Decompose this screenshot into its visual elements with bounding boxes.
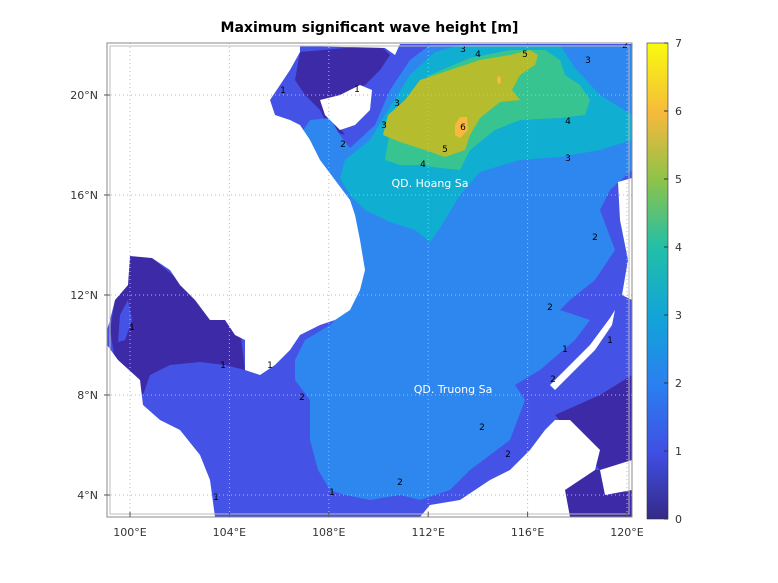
contour-label: 1 xyxy=(267,361,273,371)
annotation-hoang-sa: QD. Hoang Sa xyxy=(391,177,468,190)
contour-6-7 xyxy=(455,117,468,138)
contour-label: 1 xyxy=(607,336,613,346)
x-tick-label: 112°E xyxy=(411,526,444,539)
x-tick-label: 100°E xyxy=(113,526,146,539)
contour-label: 3 xyxy=(565,154,571,164)
contour-label: 3 xyxy=(585,56,591,66)
colorbar xyxy=(646,42,669,520)
land-mainland xyxy=(107,43,365,375)
y-tick-label: 16°N xyxy=(70,189,98,202)
colorbar-tick-label: 0 xyxy=(675,513,682,526)
colorbar-tick-label: 6 xyxy=(675,105,682,118)
contour-label: 2 xyxy=(397,478,403,488)
contour-label: 2 xyxy=(299,393,305,403)
contour-label: 1 xyxy=(354,85,360,95)
map-title: Maximum significant wave height [m] xyxy=(220,20,519,36)
colorbar-tick-label: 2 xyxy=(675,377,682,390)
contour-label: 2 xyxy=(622,41,628,51)
contour-0-1-thailand xyxy=(110,256,245,395)
contour-1-2-thailand-inner xyxy=(118,300,132,342)
contour-label: 5 xyxy=(522,50,528,60)
contour-label: 1 xyxy=(213,493,219,503)
contour-label: 3 xyxy=(381,121,387,131)
contour-label: 1 xyxy=(220,361,226,371)
annotation-truong-sa: QD. Truong Sa xyxy=(414,383,493,396)
contour-label: 1 xyxy=(129,323,135,333)
land-borneo xyxy=(420,420,600,517)
land-palawan xyxy=(550,310,615,390)
contour-6-7-small xyxy=(497,76,501,84)
x-tick-label: 104°E xyxy=(213,526,246,539)
contour-label: 2 xyxy=(592,233,598,243)
contour-label: 4 xyxy=(420,160,426,170)
axes: 100°E 104°E 108°E 112°E 116°E 120°E 4°N 8°N 12°N… xyxy=(70,89,644,539)
land-malay-peninsula xyxy=(107,345,215,517)
contour-label: 2 xyxy=(340,140,346,150)
graticule xyxy=(107,43,632,517)
colorbar-tick-label: 4 xyxy=(675,241,682,254)
contour-label: 2 xyxy=(479,423,485,433)
land-hainan xyxy=(320,85,372,130)
colorbar-ticks: 0 1 2 3 4 5 6 7 xyxy=(664,37,682,526)
contour-label: 2 xyxy=(550,375,556,385)
contour-label: 1 xyxy=(329,488,335,498)
map-frame xyxy=(106,42,633,518)
contour-label: 2 xyxy=(505,450,511,460)
map-frame-inner xyxy=(109,45,630,515)
colorbar-tick-label: 3 xyxy=(675,309,682,322)
contour-label: 1 xyxy=(280,86,286,96)
colorbar-tick-label: 5 xyxy=(675,173,682,186)
contour-label: 1 xyxy=(562,345,568,355)
contour-label: 3 xyxy=(460,45,466,55)
contour-label: 4 xyxy=(565,117,571,127)
colorbar-tick-label: 1 xyxy=(675,445,682,458)
contour-label: 2 xyxy=(547,303,553,313)
y-tick-label: 12°N xyxy=(70,289,98,302)
contour-label: 3 xyxy=(394,99,400,109)
x-tick-label: 108°E xyxy=(312,526,345,539)
contour-label: 4 xyxy=(475,50,481,60)
contour-label: 5 xyxy=(442,145,448,155)
colorbar-tick-label: 7 xyxy=(675,37,682,50)
contour-label: 6 xyxy=(460,123,466,133)
land-mindanao xyxy=(600,460,632,495)
y-tick-label: 20°N xyxy=(70,89,98,102)
y-tick-label: 8°N xyxy=(77,389,98,402)
x-tick-label: 120°E xyxy=(610,526,643,539)
contour-0-1-tonkin xyxy=(295,45,390,135)
x-tick-label: 116°E xyxy=(511,526,544,539)
y-tick-label: 4°N xyxy=(77,489,98,502)
